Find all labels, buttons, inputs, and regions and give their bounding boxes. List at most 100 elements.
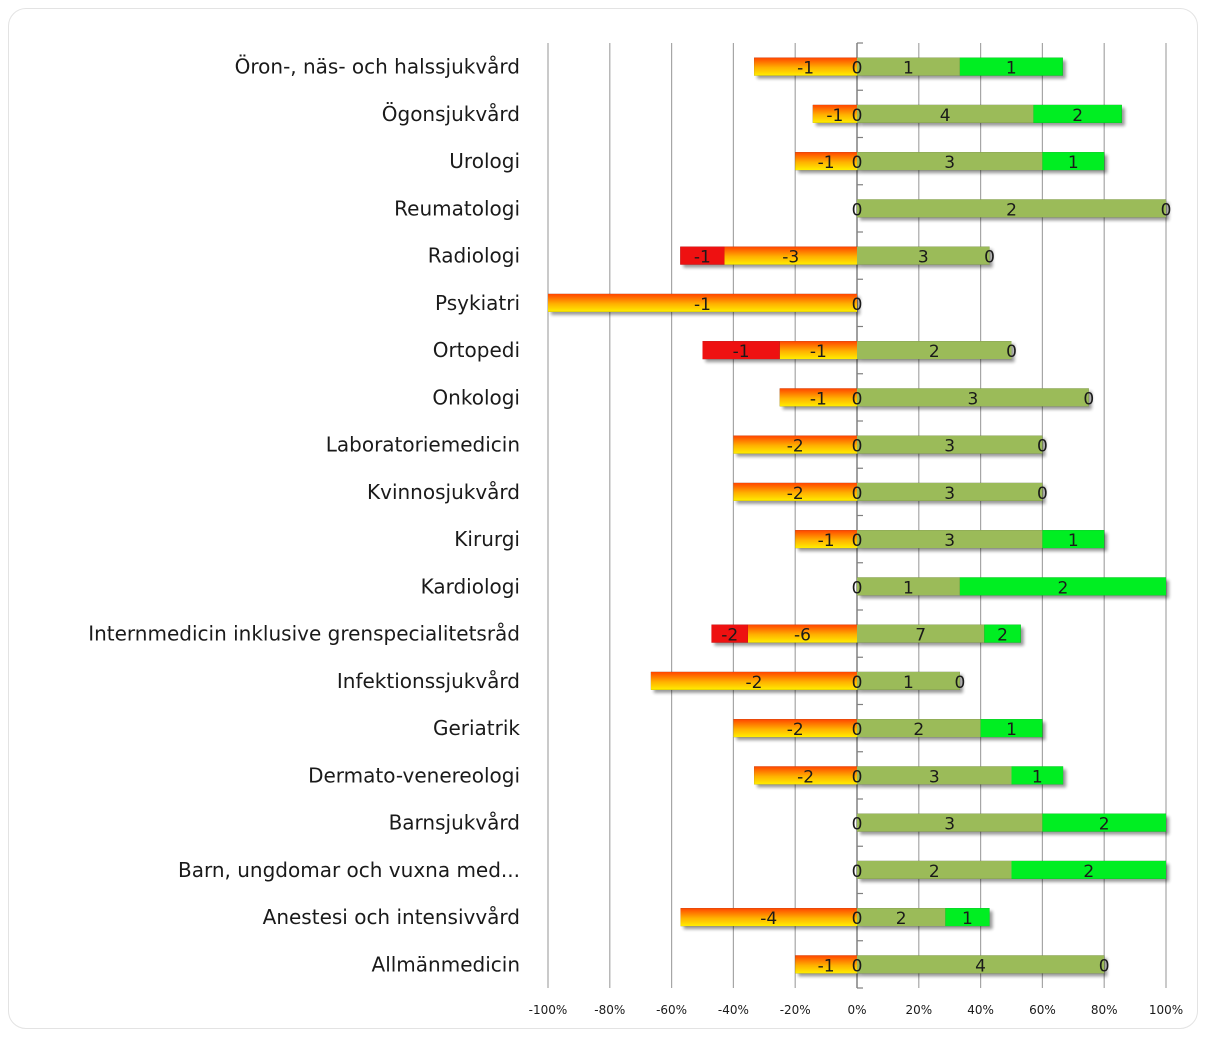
bar-segment-neg-mild: [754, 766, 857, 785]
data-label: -1: [826, 106, 843, 126]
category-row: Urologi -1 0 3 1: [449, 149, 1105, 173]
bar-segment-neg-mild: [795, 152, 857, 171]
category-row: Kvinnosjukvård -2 0 3 0: [367, 480, 1048, 504]
category-row: Allmänmedicin -1 0 4 0: [372, 952, 1110, 976]
bar-segment-pos-strong: [1033, 104, 1122, 123]
data-label: 0: [852, 909, 863, 929]
data-label: -1: [818, 153, 835, 173]
bar-segment-neg-strong: [702, 341, 780, 360]
category-label: Kirurgi: [454, 527, 520, 551]
x-tick-label: 100%: [1149, 1003, 1183, 1017]
bar-segment-neg-mild: [733, 719, 857, 738]
data-label: 0: [852, 389, 863, 409]
category-row: Barnsjukvård 0 3 2: [389, 811, 1166, 835]
data-label: 2: [929, 862, 940, 882]
bar-segment-pos-mild: [857, 482, 1043, 501]
x-tick-label: -80%: [594, 1003, 625, 1017]
data-label: -4: [760, 909, 777, 929]
data-label: 4: [975, 956, 986, 976]
data-label: 3: [967, 389, 978, 409]
data-label: 2: [1099, 815, 1110, 835]
data-label: -1: [810, 342, 827, 362]
bar-segment-pos-mild: [857, 860, 1012, 879]
data-label: 0: [852, 531, 863, 551]
bar-segment-neg-mild: [650, 671, 857, 690]
bar-segment-pos-mild: [857, 199, 1166, 218]
data-label: 0: [852, 59, 863, 79]
category-row: Kirurgi -1 0 3 1: [454, 527, 1105, 551]
category-row: Geriatrik -2 0 2 1: [433, 716, 1043, 740]
data-label: 0: [1006, 342, 1017, 362]
data-label: 2: [913, 720, 924, 740]
data-label: 0: [1161, 200, 1172, 220]
data-label: 2: [1058, 578, 1069, 598]
x-tick-label: -40%: [718, 1003, 749, 1017]
data-label: 2: [1006, 200, 1017, 220]
data-label: -2: [721, 626, 738, 646]
data-label: 0: [852, 106, 863, 126]
category-row: Radiologi -1 -3 3 0: [428, 244, 995, 268]
bar-segment-neg-mild: [812, 104, 857, 123]
data-label: 3: [944, 484, 955, 504]
data-label: -2: [787, 484, 804, 504]
category-label: Urologi: [449, 149, 520, 173]
bar-segment-neg-strong: [680, 246, 725, 265]
data-label: 0: [852, 578, 863, 598]
bar-segment-neg-mild: [779, 388, 857, 407]
bar-segment-pos-mild: [857, 908, 946, 927]
bar-segment-pos-strong: [959, 57, 1063, 76]
data-label: 0: [852, 956, 863, 976]
data-label: 0: [852, 295, 863, 315]
category-row: Reumatologi 0 2 0: [394, 196, 1171, 220]
category-label: Reumatologi: [394, 196, 520, 220]
bar-segment-pos-mild: [857, 435, 1043, 454]
data-label: 0: [1037, 437, 1048, 457]
category-label: Dermato-venereologi: [308, 763, 520, 787]
bar-segment-neg-mild: [779, 341, 857, 360]
bar-segment-pos-mild: [857, 766, 1012, 785]
bar-segment-pos-strong: [945, 908, 990, 927]
bar-segment-neg-mild: [754, 57, 857, 76]
x-tick-label: 20%: [905, 1003, 932, 1017]
bar-segment-pos-mild: [857, 671, 960, 690]
bar-segment-pos-mild: [857, 719, 981, 738]
bar-segment-pos-strong: [984, 624, 1021, 643]
bar-segment-neg-mild: [795, 955, 857, 974]
x-tick-label: -20%: [780, 1003, 811, 1017]
data-label: 2: [896, 909, 907, 929]
data-label: 3: [944, 531, 955, 551]
category-row: Anestesi och intensivvård -4 0 2 1: [263, 905, 990, 929]
category-label: Ortopedi: [433, 338, 520, 362]
bar-segment-pos-mild: [857, 813, 1043, 832]
data-label: 1: [903, 59, 914, 79]
bar-segment-pos-mild: [857, 388, 1089, 407]
data-label: 0: [1099, 956, 1110, 976]
data-label: 0: [984, 248, 995, 268]
category-label: Geriatrik: [433, 716, 520, 740]
category-label: Laboratoriemedicin: [326, 433, 520, 457]
chart-frame: [8, 8, 1198, 1029]
data-label: 1: [1006, 59, 1017, 79]
category-label: Infektionssjukvård: [337, 669, 520, 693]
data-label: 2: [997, 626, 1008, 646]
data-label: -2: [797, 767, 814, 787]
data-label: 1: [1068, 153, 1079, 173]
data-label: 1: [1032, 767, 1043, 787]
data-label: 0: [852, 484, 863, 504]
data-label: -2: [745, 673, 762, 693]
data-label: 0: [852, 720, 863, 740]
data-label: -1: [694, 295, 711, 315]
data-label: 1: [1068, 531, 1079, 551]
data-label: 3: [944, 437, 955, 457]
bar-segment-pos-mild: [857, 152, 1043, 171]
data-label: 0: [852, 815, 863, 835]
data-label: 1: [903, 673, 914, 693]
category-label: Onkologi: [432, 385, 520, 409]
category-label: Kardiologi: [421, 574, 520, 598]
bar-segment-pos-strong: [959, 577, 1166, 596]
data-label: 1: [962, 909, 973, 929]
category-row: Ögonsjukvård -1 0 4 2: [382, 102, 1122, 126]
data-label: -3: [782, 248, 799, 268]
category-label: Psykiatri: [435, 291, 520, 315]
